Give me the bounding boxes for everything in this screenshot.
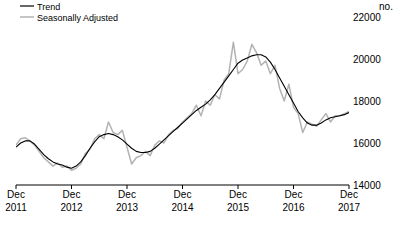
- x-tick-label-part: Dec: [174, 189, 192, 200]
- x-tick-label: Dec 2014: [171, 189, 194, 213]
- x-tick-label: Dec 2016: [282, 189, 305, 213]
- x-tick-label-part: 2017: [338, 202, 361, 213]
- x-tick-label-part: 2014: [171, 202, 194, 213]
- x-tick-label-part: Dec: [118, 189, 136, 200]
- x-tick-label-part: 2012: [60, 202, 83, 213]
- y-tick: [349, 143, 351, 144]
- y-axis-label: no.: [379, 1, 393, 12]
- x-tick-label-part: 2015: [227, 202, 250, 213]
- series-line: [16, 42, 349, 170]
- y-tick: [349, 17, 351, 18]
- x-tick-label-part: Dec: [285, 189, 303, 200]
- x-tick-label-part: Dec: [229, 189, 247, 200]
- y-tick: [349, 185, 351, 186]
- y-tick-label: 18000: [353, 96, 381, 107]
- y-tick-label: 20000: [353, 54, 381, 65]
- legend-label: Seasonally Adjusted: [37, 13, 118, 23]
- y-tick: [349, 59, 351, 60]
- x-tick-label: Dec 2015: [227, 189, 250, 213]
- series-line: [16, 55, 349, 168]
- x-tick-label-part: Dec: [340, 189, 358, 200]
- x-tick-label-part: 2011: [5, 202, 27, 213]
- plot-lines: [16, 42, 349, 170]
- y-tick-label: 14000: [353, 180, 381, 191]
- x-tick-label: Dec 2013: [116, 189, 139, 213]
- x-tick-label: Dec 2017: [338, 189, 361, 213]
- y-tick-label: 22000: [353, 12, 381, 23]
- chart: Dec 2011 Dec 2012 Dec 2013 Dec 2014 Dec 2015 Dec 20…: [0, 0, 397, 227]
- x-tick-label-part: 2016: [282, 202, 305, 213]
- x-tick-label-part: Dec: [63, 189, 81, 200]
- x-tick-label-part: 2013: [116, 202, 139, 213]
- legend-label: Trend: [37, 2, 60, 12]
- x-tick-label: Dec 2011: [5, 189, 27, 213]
- legend-key: [20, 16, 34, 18]
- x-tick-label-part: Dec: [7, 189, 25, 200]
- legend-key: [20, 5, 34, 6]
- x-tick-label: Dec 2012: [60, 189, 83, 213]
- y-tick: [349, 101, 351, 102]
- y-tick-label: 16000: [353, 138, 381, 149]
